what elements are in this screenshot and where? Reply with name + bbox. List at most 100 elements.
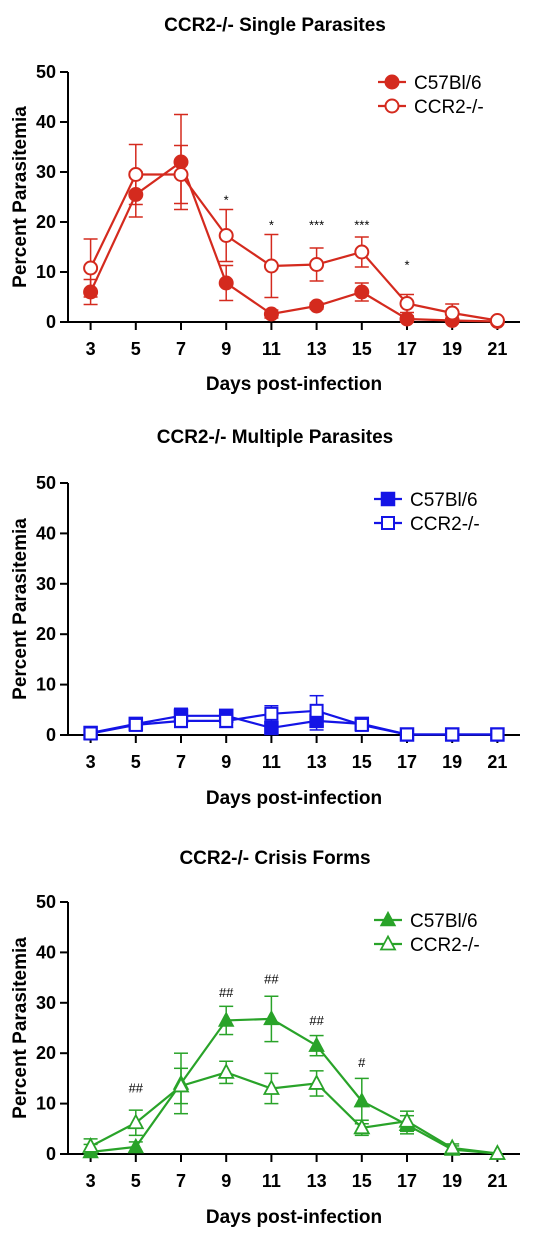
legend-marker — [381, 516, 395, 530]
x-tick-label: 9 — [221, 1171, 231, 1191]
data-point — [128, 717, 143, 732]
x-tick-label: 15 — [352, 339, 372, 359]
series-ccr2 — [83, 694, 505, 742]
series-line — [90, 714, 498, 736]
series-c57bl6 — [83, 113, 505, 329]
significance-marker: *** — [309, 218, 324, 233]
x-tick-label: 19 — [442, 1171, 462, 1191]
y-tick-label: 10 — [36, 1094, 56, 1114]
series-line — [89, 160, 498, 323]
y-tick-label: 30 — [36, 162, 56, 182]
data-point — [172, 1076, 190, 1093]
legend-marker — [384, 74, 400, 90]
series-line — [90, 1017, 498, 1155]
legend-marker — [379, 910, 397, 927]
data-point — [82, 1137, 100, 1153]
series-line — [89, 173, 498, 322]
x-tick-label: 7 — [176, 752, 186, 772]
y-axis-label: Percent Parasitemia — [10, 106, 31, 288]
data-point — [490, 727, 505, 742]
y-tick-label: 0 — [46, 1144, 56, 1164]
legend: C57Bl/6 CCR2-/- — [378, 73, 484, 118]
x-tick-label: 17 — [397, 1171, 417, 1191]
x-tick-label: 7 — [176, 339, 186, 359]
y-tick-label: 0 — [46, 312, 56, 332]
x-tick-label: 11 — [262, 752, 281, 772]
x-tick-label: 11 — [262, 339, 281, 359]
x-tick-label: 21 — [487, 1171, 507, 1191]
data-point — [218, 275, 234, 291]
y-tick-label: 0 — [46, 725, 56, 745]
chart-title: CCR2-/- Crisis Forms — [179, 848, 370, 869]
x-tick-label: 5 — [131, 752, 141, 772]
data-point — [489, 313, 505, 328]
data-point — [263, 1009, 280, 1026]
data-point — [488, 1144, 506, 1160]
x-tick-label: 7 — [176, 1171, 186, 1191]
data-point — [127, 1113, 145, 1130]
x-tick-label: 3 — [86, 752, 96, 772]
y-tick-label: 50 — [36, 892, 56, 912]
data-point — [263, 258, 279, 274]
x-tick-label: 15 — [352, 752, 372, 772]
legend-entry: C57Bl/6 — [414, 73, 482, 94]
chart-single-parasites-svg: CCR2-/- Single Parasites 0 10 20 30 40 50 3 5 7 9 1… — [10, 15, 520, 395]
data-point — [83, 260, 99, 276]
legend-entry: CCR2-/- — [414, 97, 484, 118]
x-tick-label: 17 — [397, 339, 417, 359]
data-point — [354, 284, 370, 300]
legend-marker — [380, 491, 396, 507]
series-ccr2 — [83, 143, 505, 328]
x-tick-label: 11 — [262, 1171, 281, 1191]
data-point — [309, 257, 325, 272]
x-axis-label: Days post-infection — [206, 374, 382, 395]
data-point — [353, 1091, 371, 1108]
x-axis-label: Days post-infection — [206, 1207, 382, 1228]
series-c57bl6 — [82, 995, 506, 1160]
significance-marker: # — [358, 1055, 366, 1070]
data-point — [262, 1079, 280, 1095]
data-point — [354, 717, 369, 732]
significance-marker: ## — [129, 1081, 144, 1096]
data-point — [263, 306, 279, 322]
series-line — [90, 709, 498, 736]
data-point — [443, 1138, 461, 1155]
data-point — [217, 1062, 235, 1079]
series-line — [90, 1071, 498, 1155]
x-tick-label: 15 — [352, 1171, 372, 1191]
x-tick-label: 21 — [487, 752, 507, 772]
chart-crisis-forms-svg: CCR2-/- Crisis Forms 0 10 20 30 40 50 3 5 7 9 11 13 1… — [10, 848, 520, 1228]
x-tick-label: 19 — [442, 752, 462, 772]
chart-crisis-forms: CCR2-/- Crisis Forms 0 10 20 30 40 50 3 5 7 9 11 13 1… — [0, 826, 550, 1241]
chart-single-parasites: CCR2-/- Single Parasites 0 10 20 30 40 50 3 5 7 9 1… — [0, 0, 550, 413]
legend-entry: C57Bl/6 — [410, 490, 478, 511]
y-tick-label: 20 — [36, 1043, 56, 1063]
data-point — [400, 727, 414, 742]
data-point — [264, 720, 279, 736]
data-point — [128, 167, 144, 182]
y-tick-label: 30 — [36, 574, 56, 594]
y-tick-label: 20 — [36, 212, 56, 232]
x-tick-label: 3 — [86, 1171, 96, 1191]
data-point — [308, 1036, 325, 1052]
data-point — [398, 1111, 416, 1128]
y-tick-label: 20 — [36, 624, 56, 644]
data-point — [444, 305, 460, 321]
x-tick-label: 19 — [442, 339, 462, 359]
y-tick-label: 10 — [36, 262, 56, 282]
data-point — [308, 1074, 326, 1090]
chart-multiple-parasites-svg: CCR2-/- Multiple Parasites 0 10 20 30 40 50 3 5 7… — [10, 427, 520, 809]
legend: C57Bl/6 CCR2-/- — [374, 490, 480, 535]
significance-marker: * — [269, 218, 274, 233]
x-tick-label: 3 — [86, 339, 96, 359]
chart-title: CCR2-/- Multiple Parasites — [157, 427, 394, 448]
x-tick-label: 13 — [307, 752, 327, 772]
data-point — [218, 228, 234, 243]
legend-marker — [384, 98, 400, 114]
legend-entry: CCR2-/- — [410, 935, 480, 956]
data-point — [83, 726, 98, 741]
significance-marker: *** — [354, 218, 369, 233]
data-point — [309, 298, 325, 314]
x-tick-label: 5 — [131, 339, 141, 359]
data-point — [173, 167, 189, 182]
